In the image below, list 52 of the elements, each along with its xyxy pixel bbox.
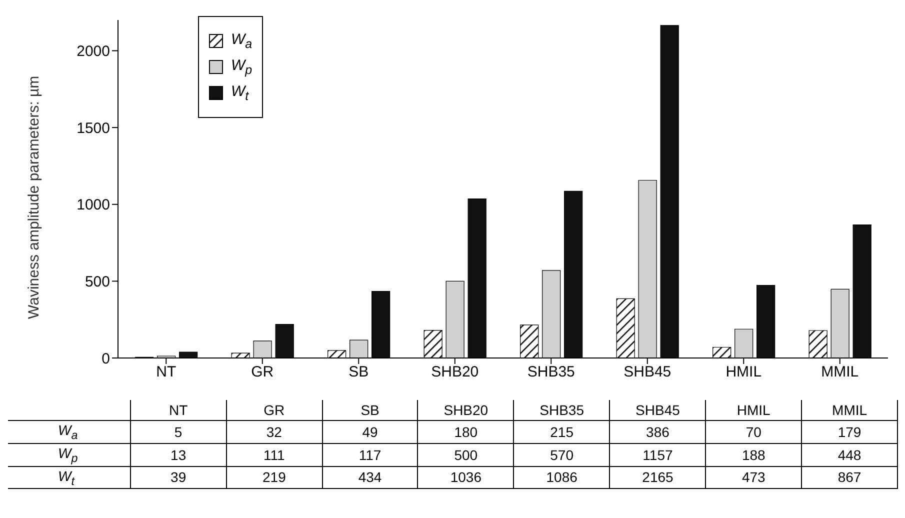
data-label: 70 <box>706 420 802 444</box>
data-label: 1157 <box>610 443 706 466</box>
text: W$_{p}$ <box>58 444 78 465</box>
category-label: SHB45 <box>636 402 680 418</box>
data-label: 32 <box>226 420 322 444</box>
x-tick-label: SB <box>348 364 369 381</box>
data-label: 2165 <box>610 466 706 489</box>
data-label: 1036 <box>418 466 514 489</box>
data-label: 473 <box>706 466 802 489</box>
y-tick-label: 2000 <box>76 43 110 60</box>
category-label: SHB20 <box>444 402 488 418</box>
data-label: 39 <box>130 466 226 489</box>
data-label: 867 <box>802 466 898 489</box>
data-label: 179 <box>802 420 898 444</box>
data-label: 434 <box>322 466 418 489</box>
y-tick-label: 1500 <box>76 120 110 137</box>
data-label: 500 <box>418 443 514 466</box>
data-label: 180 <box>418 420 514 444</box>
y-tick-label: 1000 <box>76 196 110 214</box>
x-tick-label: MMIL <box>821 364 859 381</box>
text: W$_{a}$ <box>58 422 78 442</box>
category-label: MMIL <box>832 402 868 418</box>
category-label: SHB35 <box>540 402 584 418</box>
x-tick-label: SHB20 <box>431 364 479 381</box>
data-label: 49 <box>322 420 418 444</box>
data-label: 5 <box>130 420 226 444</box>
data-label: 117 <box>322 443 418 466</box>
data-label: 386 <box>610 420 706 444</box>
category-label: NT <box>168 402 188 418</box>
legend-label: W$_{t}$ <box>231 83 249 103</box>
x-tick-label: GR <box>251 364 274 381</box>
data-label: 111 <box>226 443 322 466</box>
data-label: 570 <box>514 443 610 466</box>
data-label: 219 <box>226 466 322 489</box>
category-label: SB <box>360 402 380 418</box>
category-label: GR <box>264 402 285 418</box>
x-tick-label: SHB35 <box>527 364 575 381</box>
y-tick-label: 500 <box>84 274 110 291</box>
x-tick-label: HMIL <box>726 364 762 381</box>
data-label: 448 <box>802 443 898 466</box>
y-axis-title: Waviness amplitude parameters: µm <box>25 76 42 319</box>
text: W$_{t}$ <box>58 468 74 488</box>
y-tick-label: 0 <box>102 350 110 368</box>
legend-label: W$_{p}$ <box>231 57 252 77</box>
data-label: 215 <box>514 420 610 444</box>
data-label: 188 <box>706 443 802 466</box>
x-tick-label: NT <box>156 364 176 381</box>
x-tick-label: SHB45 <box>624 364 672 381</box>
legend-label: W$_{a}$ <box>231 31 252 51</box>
data-label: 1086 <box>514 466 610 489</box>
data-label: 13 <box>130 443 226 466</box>
category-label: HMIL <box>736 402 770 418</box>
